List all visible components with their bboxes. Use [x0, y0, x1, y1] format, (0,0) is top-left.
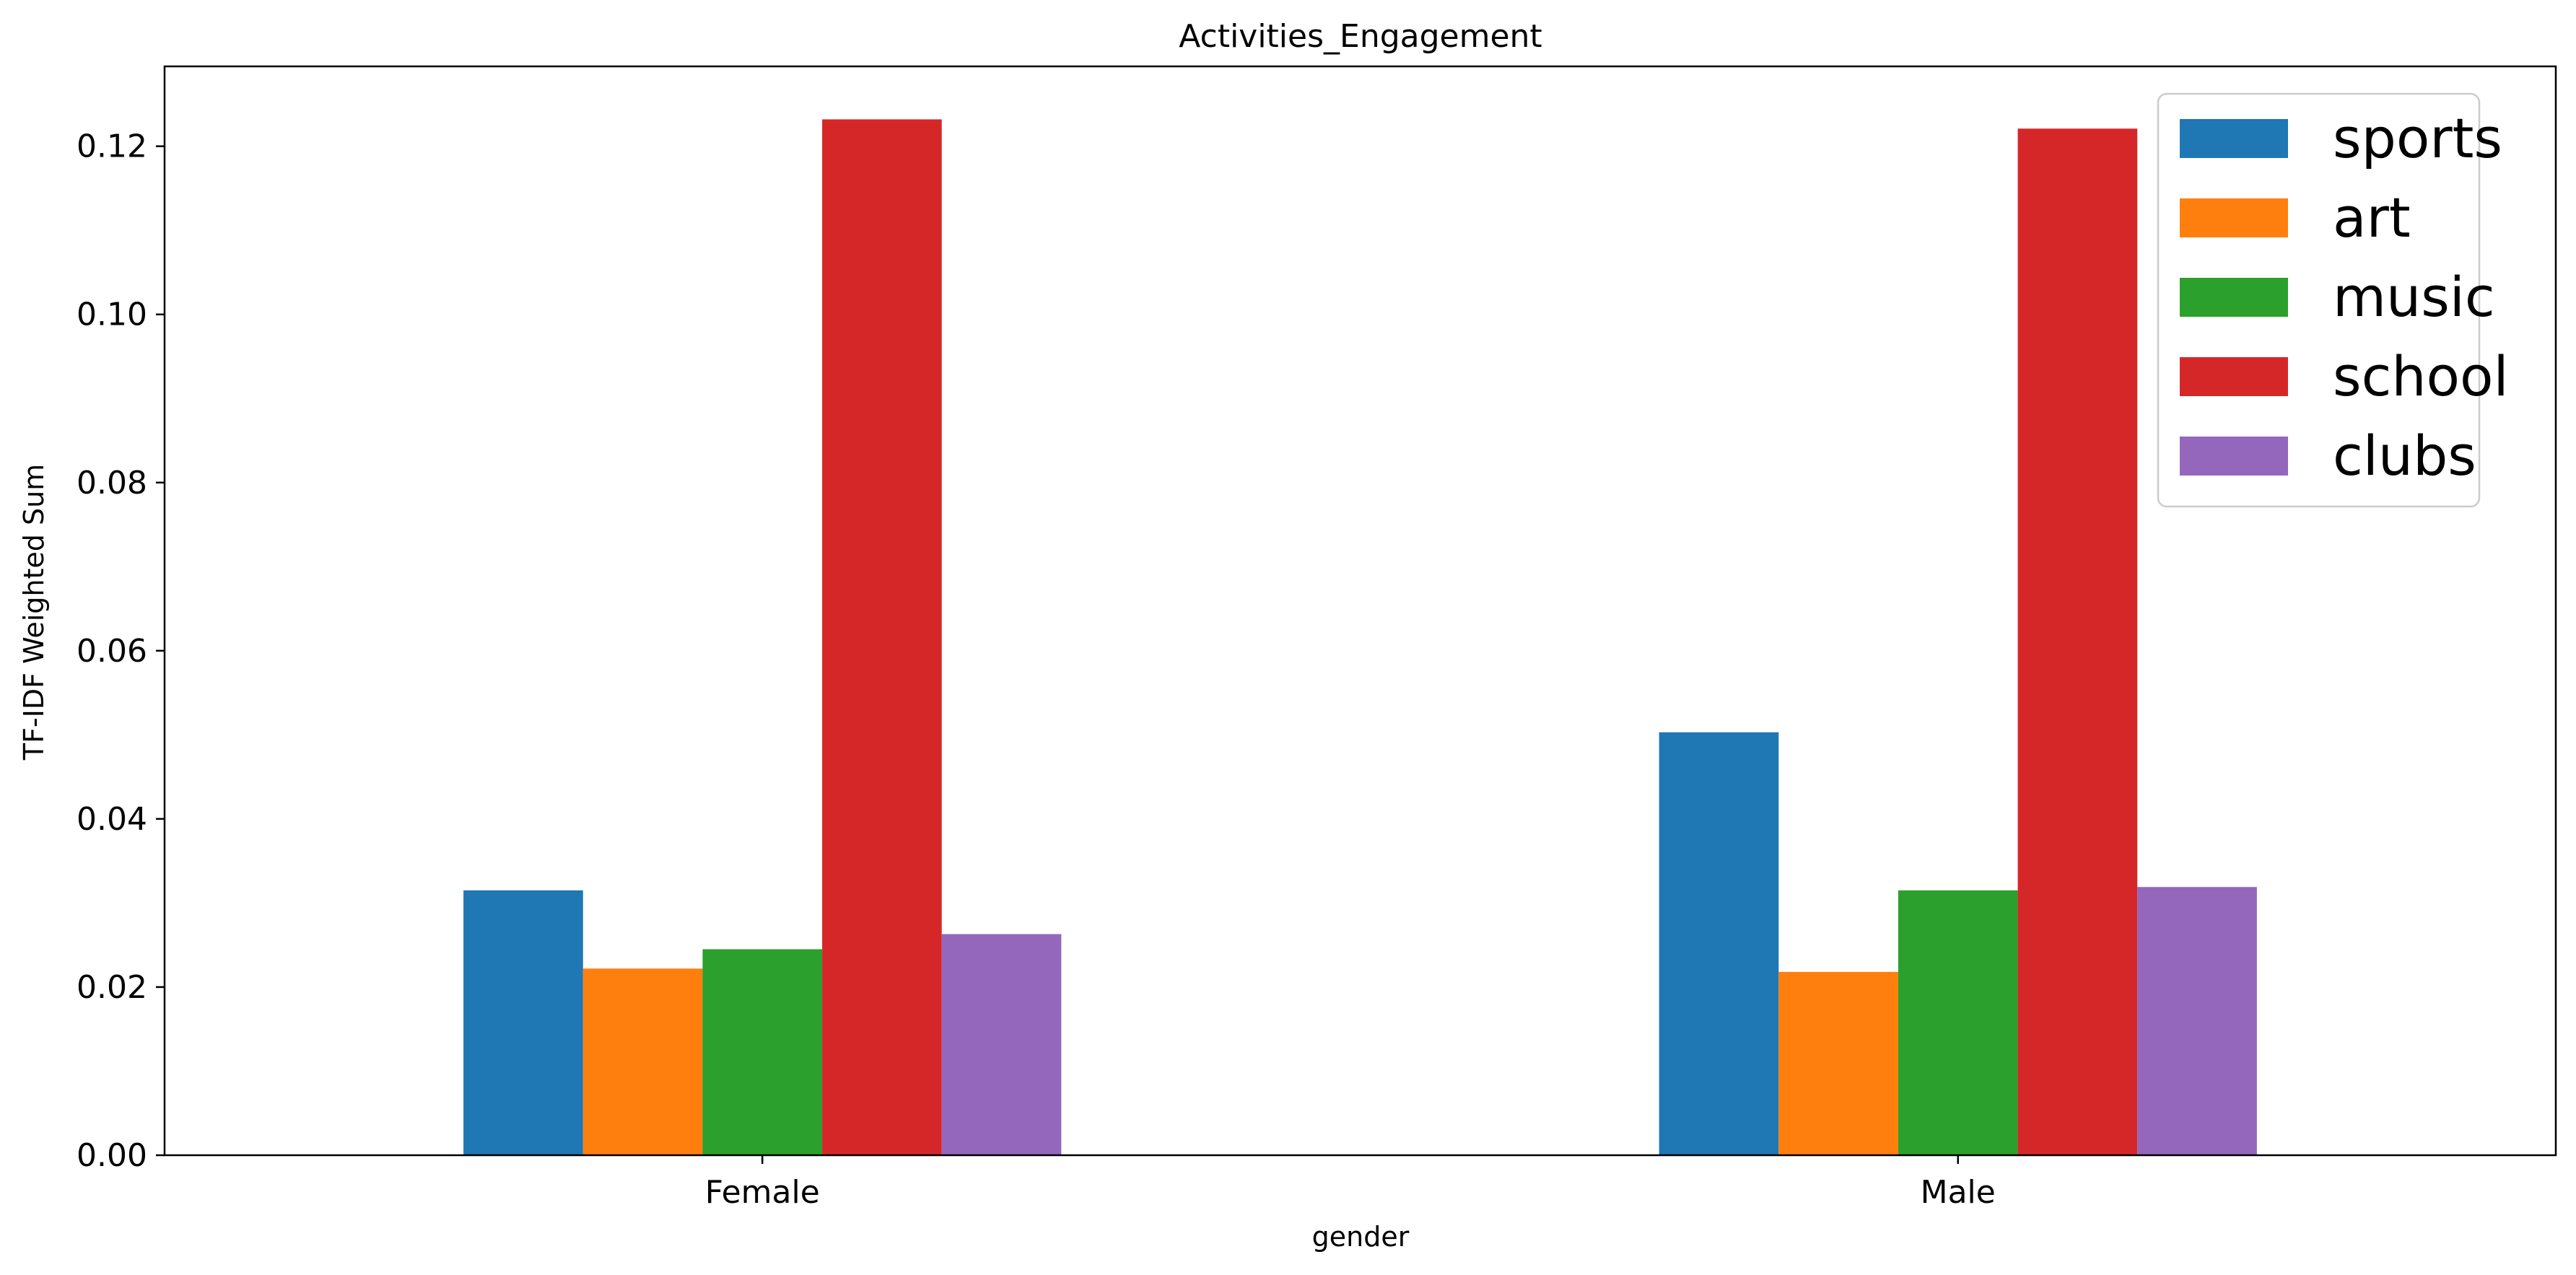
y-tick-label: 0.08: [77, 465, 147, 501]
legend-swatch-school: [2180, 357, 2288, 396]
bar-clubs-male: [2137, 887, 2257, 1155]
bar-school-male: [2017, 128, 2138, 1156]
bar-clubs-female: [941, 934, 1062, 1155]
y-axis: 0.00 0.02 0.04 0.06 0.08 0.10 0.12: [77, 128, 165, 1174]
y-tick-label: 0.04: [77, 801, 147, 838]
legend-swatch-art: [2180, 198, 2288, 237]
y-tick-label: 0.06: [77, 633, 147, 670]
legend-label-music: music: [2333, 265, 2495, 329]
y-tick-label: 0.02: [77, 969, 147, 1006]
legend-swatch-sports: [2180, 119, 2288, 158]
chart-title: Activities_Engagement: [1179, 18, 1542, 55]
bar-art-female: [582, 968, 703, 1155]
bar-art-male: [1778, 971, 1898, 1155]
legend-label-school: school: [2333, 344, 2509, 408]
legend-swatch-music: [2180, 278, 2288, 317]
bar-school-female: [822, 119, 942, 1155]
y-tick-label: 0.12: [77, 128, 147, 165]
y-tick-label: 0.00: [77, 1137, 147, 1174]
legend: sports art music school clubs: [2157, 92, 2509, 508]
x-tick-label: Female: [705, 1174, 820, 1211]
x-axis-label: gender: [1312, 1221, 1410, 1253]
legend-label-art: art: [2333, 185, 2411, 250]
legend-box: [2157, 92, 2481, 508]
legend-label-clubs: clubs: [2333, 424, 2476, 488]
legend-swatch-clubs: [2180, 437, 2288, 476]
y-axis-label: TF-IDF Weighted Sum: [18, 464, 50, 761]
x-tick-label: Male: [1921, 1174, 1996, 1211]
x-axis: Female Male: [705, 1155, 1996, 1211]
plot-area: [163, 65, 2557, 1157]
bar-music-male: [1898, 890, 2018, 1155]
y-tick-label: 0.10: [77, 297, 147, 333]
bar-sports-male: [1659, 732, 1779, 1155]
plot-frame: [163, 65, 2557, 1157]
legend-label-sports: sports: [2333, 106, 2502, 170]
bar-music-female: [702, 949, 823, 1155]
bar-sports-female: [463, 890, 583, 1155]
